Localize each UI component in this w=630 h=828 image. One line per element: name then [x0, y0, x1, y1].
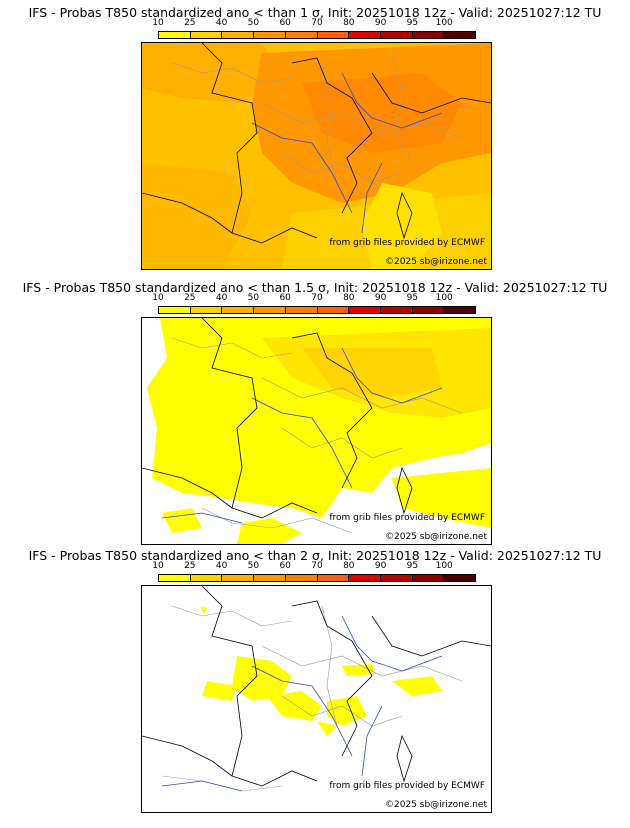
colorbar-segment — [159, 307, 191, 313]
tick-label: 60 — [279, 561, 291, 571]
tick-label: 70 — [311, 561, 323, 571]
tick-label: 100 — [435, 561, 453, 571]
colorbar-segment — [159, 32, 191, 38]
panel-1: IFS - Probas T850 standardized ano < tha… — [0, 5, 630, 277]
credit-copyright: ©2025 sb@irizone.net — [385, 532, 487, 542]
colorbar-segment — [190, 575, 223, 581]
colorbar-segment — [349, 575, 381, 581]
credit-copyright: ©2025 sb@irizone.net — [385, 257, 487, 267]
colorbar-segment — [285, 32, 318, 38]
map-title: IFS - Probas T850 standardized ano < tha… — [22, 280, 608, 295]
tick-label: 50 — [247, 293, 260, 303]
map-title: IFS - Probas T850 standardized ano < tha… — [28, 5, 602, 20]
tick-label: 90 — [374, 293, 387, 303]
credit-source: from grib files provided by ECMWF — [329, 238, 485, 248]
credit-source: from grib files provided by ECMWF — [329, 781, 485, 791]
colorbar — [158, 31, 476, 39]
colorbar-segment — [254, 575, 286, 581]
colorbar-segment — [380, 32, 413, 38]
tick-label: 100 — [435, 18, 453, 28]
colorbar-segment — [317, 307, 350, 313]
colorbar-segment — [222, 575, 255, 581]
colorbar-segment — [412, 575, 445, 581]
tick-label: 60 — [279, 293, 291, 303]
colorbar-segment — [317, 32, 350, 38]
panel-3: IFS - Probas T850 standardized ano < tha… — [0, 548, 630, 818]
colorbar-segment — [254, 32, 286, 38]
tick-label: 95 — [406, 561, 419, 571]
probability-map: from grib files provided by ECMWF ©2025 … — [141, 317, 492, 545]
colorbar-segment — [190, 32, 223, 38]
colorbar-segment — [412, 32, 445, 38]
tick-label: 40 — [215, 561, 228, 571]
probability-map: from grib files provided by ECMWF ©2025 … — [141, 585, 492, 813]
tick-label: 10 — [152, 18, 164, 28]
tick-label: 25 — [184, 561, 196, 571]
tick-label: 70 — [311, 18, 323, 28]
colorbar-segment — [285, 575, 318, 581]
colorbar-segment — [222, 32, 255, 38]
tick-label: 25 — [184, 18, 196, 28]
panel-2: IFS - Probas T850 standardized ano < tha… — [0, 280, 630, 548]
colorbar-segment — [349, 307, 381, 313]
colorbar-segment — [159, 575, 191, 581]
map-title: IFS - Probas T850 standardized ano < tha… — [28, 548, 602, 563]
tick-label: 10 — [152, 561, 164, 571]
colorbar-ticks: 10 25 40 50 60 70 80 90 95 100 — [152, 18, 476, 30]
tick-label: 50 — [247, 561, 260, 571]
colorbar-segment — [349, 32, 381, 38]
colorbar-segment — [317, 575, 350, 581]
tick-label: 50 — [247, 18, 260, 28]
colorbar-segment — [444, 32, 476, 38]
colorbar-segment — [190, 307, 223, 313]
colorbar — [158, 306, 476, 314]
colorbar-ticks: 10 25 40 50 60 70 80 90 95 100 — [152, 561, 476, 573]
tick-label: 80 — [343, 18, 355, 28]
tick-label: 80 — [343, 293, 355, 303]
colorbar-segment — [444, 307, 476, 313]
colorbar-segment — [412, 307, 445, 313]
tick-label: 70 — [311, 293, 323, 303]
tick-label: 40 — [215, 293, 228, 303]
tick-label: 95 — [406, 293, 419, 303]
colorbar-segment — [380, 575, 413, 581]
tick-label: 95 — [406, 18, 419, 28]
colorbar — [158, 574, 476, 582]
colorbar-segment — [380, 307, 413, 313]
colorbar-segment — [222, 307, 255, 313]
tick-label: 40 — [215, 18, 228, 28]
credit-copyright: ©2025 sb@irizone.net — [385, 800, 487, 810]
tick-label: 60 — [279, 18, 291, 28]
tick-label: 100 — [435, 293, 453, 303]
tick-label: 90 — [374, 18, 387, 28]
tick-label: 25 — [184, 293, 196, 303]
colorbar-ticks: 10 25 40 50 60 70 80 90 95 100 — [152, 293, 476, 305]
colorbar-segment — [285, 307, 318, 313]
tick-label: 90 — [374, 561, 387, 571]
probability-map: from grib files provided by ECMWF ©2025 … — [141, 42, 492, 270]
tick-label: 80 — [343, 561, 355, 571]
tick-label: 10 — [152, 293, 164, 303]
colorbar-segment — [444, 575, 476, 581]
colorbar-segment — [254, 307, 286, 313]
credit-source: from grib files provided by ECMWF — [329, 513, 485, 523]
